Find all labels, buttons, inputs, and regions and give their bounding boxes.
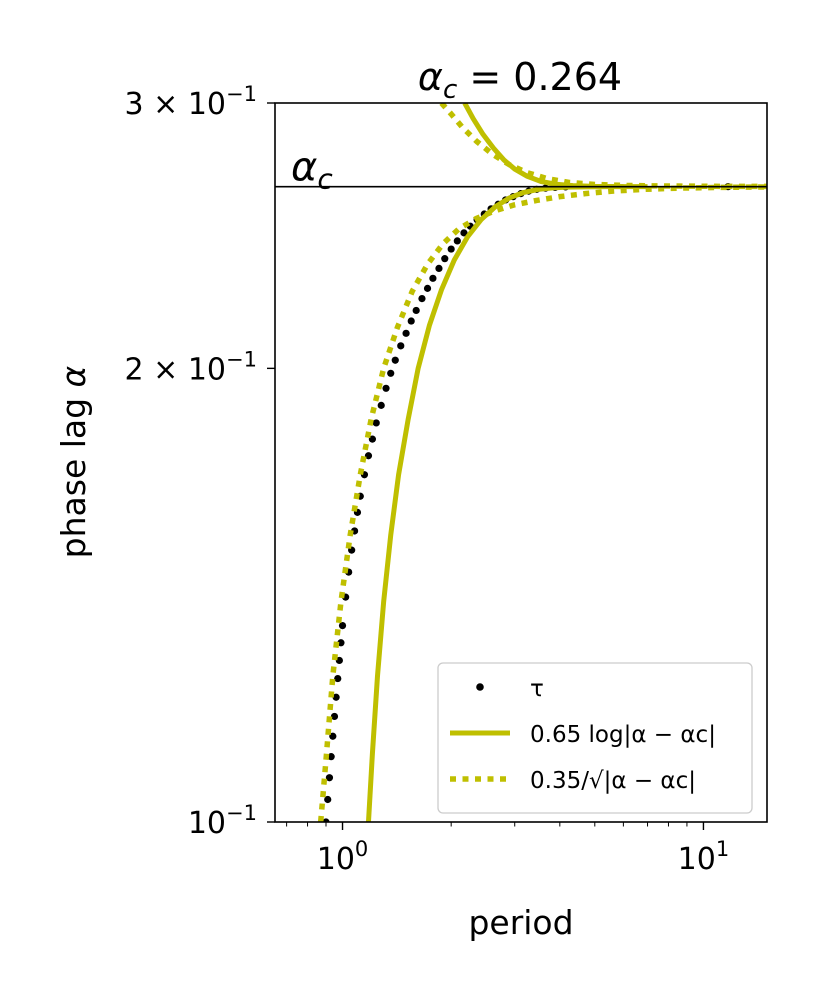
data-point bbox=[327, 753, 335, 761]
data-point bbox=[335, 656, 343, 665]
y-tick-label: 2 × 10−1 bbox=[125, 347, 257, 387]
chart-title: αc = 0.264 bbox=[418, 55, 622, 105]
data-point bbox=[460, 229, 468, 237]
x-axis-label: period bbox=[468, 903, 573, 942]
legend-entry: 0.65 log|α − αc| bbox=[450, 722, 716, 748]
plot-frame bbox=[274, 102, 768, 823]
data-point bbox=[368, 435, 376, 443]
data-point bbox=[372, 419, 380, 427]
x-tick-label: 100 bbox=[317, 837, 369, 877]
data-point bbox=[364, 452, 373, 460]
series-2 bbox=[317, 103, 767, 822]
legend-label: 0.35/√|α − αc| bbox=[530, 768, 696, 794]
legend-entry: 0.35/√|α − αc| bbox=[450, 768, 696, 794]
data-point bbox=[391, 356, 399, 364]
legend-entry: τ bbox=[476, 676, 544, 702]
data-point bbox=[447, 245, 455, 253]
data-point bbox=[334, 674, 342, 683]
data-point bbox=[329, 732, 337, 740]
legend: τ 0.65 log|α − αc| 0.35/√|α − αc| bbox=[437, 662, 753, 814]
legend-box bbox=[437, 662, 753, 814]
data-point bbox=[441, 255, 449, 263]
data-point bbox=[387, 369, 395, 377]
data-point bbox=[429, 274, 437, 282]
data-point bbox=[423, 284, 432, 292]
data-point bbox=[325, 774, 334, 782]
data-point bbox=[412, 306, 420, 315]
data-point bbox=[330, 712, 339, 721]
data-point bbox=[377, 401, 385, 409]
data-point bbox=[397, 342, 405, 350]
y-axis: 10−1 2 × 10−1 3 × 10−1 bbox=[125, 82, 275, 841]
data-point bbox=[332, 693, 340, 701]
data-point bbox=[453, 237, 461, 245]
legend-label: 0.65 log|α − αc| bbox=[530, 722, 716, 748]
y-tick-label: 3 × 10−1 bbox=[125, 82, 257, 122]
plot-area bbox=[274, 102, 768, 823]
series-line-segment bbox=[365, 184, 648, 822]
data-point bbox=[418, 294, 426, 303]
x-tick-label: 101 bbox=[678, 837, 730, 877]
data-point bbox=[324, 795, 332, 804]
series-line-segment bbox=[439, 103, 767, 190]
y-axis-label: phase lag α bbox=[54, 365, 93, 558]
legend-label: τ bbox=[530, 676, 544, 702]
series-1 bbox=[365, 103, 648, 822]
series-line-segment bbox=[462, 103, 624, 190]
series-line-segment bbox=[317, 184, 767, 822]
x-axis: 100 101 bbox=[286, 822, 730, 877]
data-point bbox=[407, 317, 415, 325]
data-point bbox=[338, 621, 347, 630]
y-tick-label: 10−1 bbox=[188, 801, 257, 841]
data-point bbox=[322, 818, 330, 822]
legend-marker bbox=[476, 683, 484, 691]
data-point bbox=[435, 264, 443, 273]
data-point bbox=[402, 329, 410, 337]
data-point bbox=[337, 639, 345, 647]
data-point bbox=[382, 384, 390, 392]
critical-line-label: αc bbox=[291, 145, 333, 196]
